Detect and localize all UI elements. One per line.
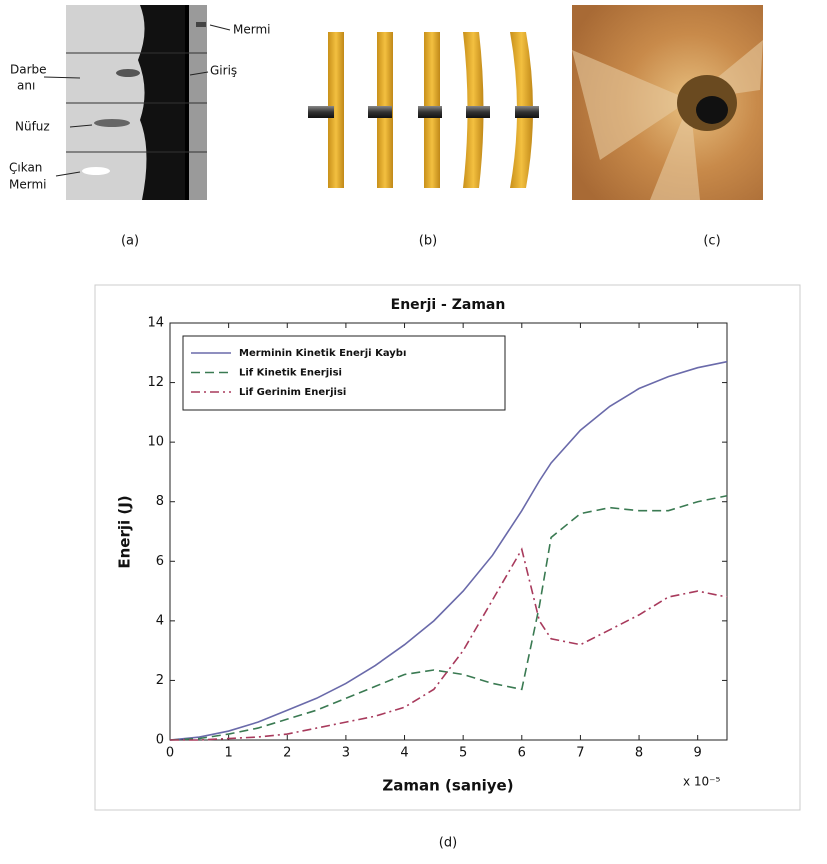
plot-area — [169, 322, 728, 741]
x-tick-label: 8 — [635, 746, 643, 761]
panel-caption: (a) — [121, 234, 139, 249]
annotation: Mermi — [9, 178, 46, 192]
series-line — [170, 547, 728, 741]
y-tick-label: 4 — [156, 613, 164, 628]
x-tick-label: 7 — [576, 746, 584, 761]
panel-a-image — [66, 5, 207, 200]
panel-caption: (b) — [419, 234, 437, 249]
annotation: Çıkan — [9, 161, 42, 175]
y-tick-label: 10 — [147, 435, 164, 450]
y-axis-label: Enerji (J) — [116, 495, 134, 568]
y-tick-label: 12 — [147, 375, 164, 390]
y-tick-label: 6 — [156, 554, 164, 569]
legend-box — [182, 335, 506, 411]
panel-b-image — [308, 32, 539, 188]
y-tick-label: 8 — [156, 494, 164, 509]
annotation: anı — [17, 79, 35, 93]
x-tick-label: 9 — [694, 746, 702, 761]
panel-c-image — [572, 5, 763, 200]
series-line — [169, 494, 728, 741]
panel-caption: (d) — [439, 836, 457, 851]
x-tick-label: 4 — [400, 746, 408, 761]
x-tick-label: 5 — [459, 746, 467, 761]
legend-label: Lif Gerinim Enerjisi — [239, 387, 346, 398]
legend-label: Lif Kinetik Enerjisi — [239, 368, 342, 379]
y-tick-label: 0 — [156, 733, 164, 748]
x-tick-label: 1 — [224, 746, 232, 761]
legend-label: Merminin Kinetik Enerji Kaybı — [239, 348, 406, 359]
panel-caption: (c) — [703, 234, 720, 249]
x-tick-label: 0 — [166, 746, 174, 761]
x-multiplier: x 10⁻⁵ — [683, 775, 721, 789]
annotation: Giriş — [210, 64, 237, 78]
annotation: Darbe — [10, 63, 47, 77]
annotation: Mermi — [233, 23, 270, 37]
x-tick-label: 3 — [342, 746, 350, 761]
chart-title: Enerji - Zaman — [391, 297, 506, 313]
y-tick-label: 14 — [147, 316, 164, 331]
x-tick-label: 2 — [283, 746, 291, 761]
y-tick-label: 2 — [156, 673, 164, 688]
series-line — [169, 360, 728, 741]
x-tick-label: 6 — [518, 746, 526, 761]
panel-a-pointers — [43, 24, 231, 177]
x-axis-label: Zaman (saniye) — [382, 777, 513, 795]
annotation: Nüfuz — [15, 120, 50, 134]
